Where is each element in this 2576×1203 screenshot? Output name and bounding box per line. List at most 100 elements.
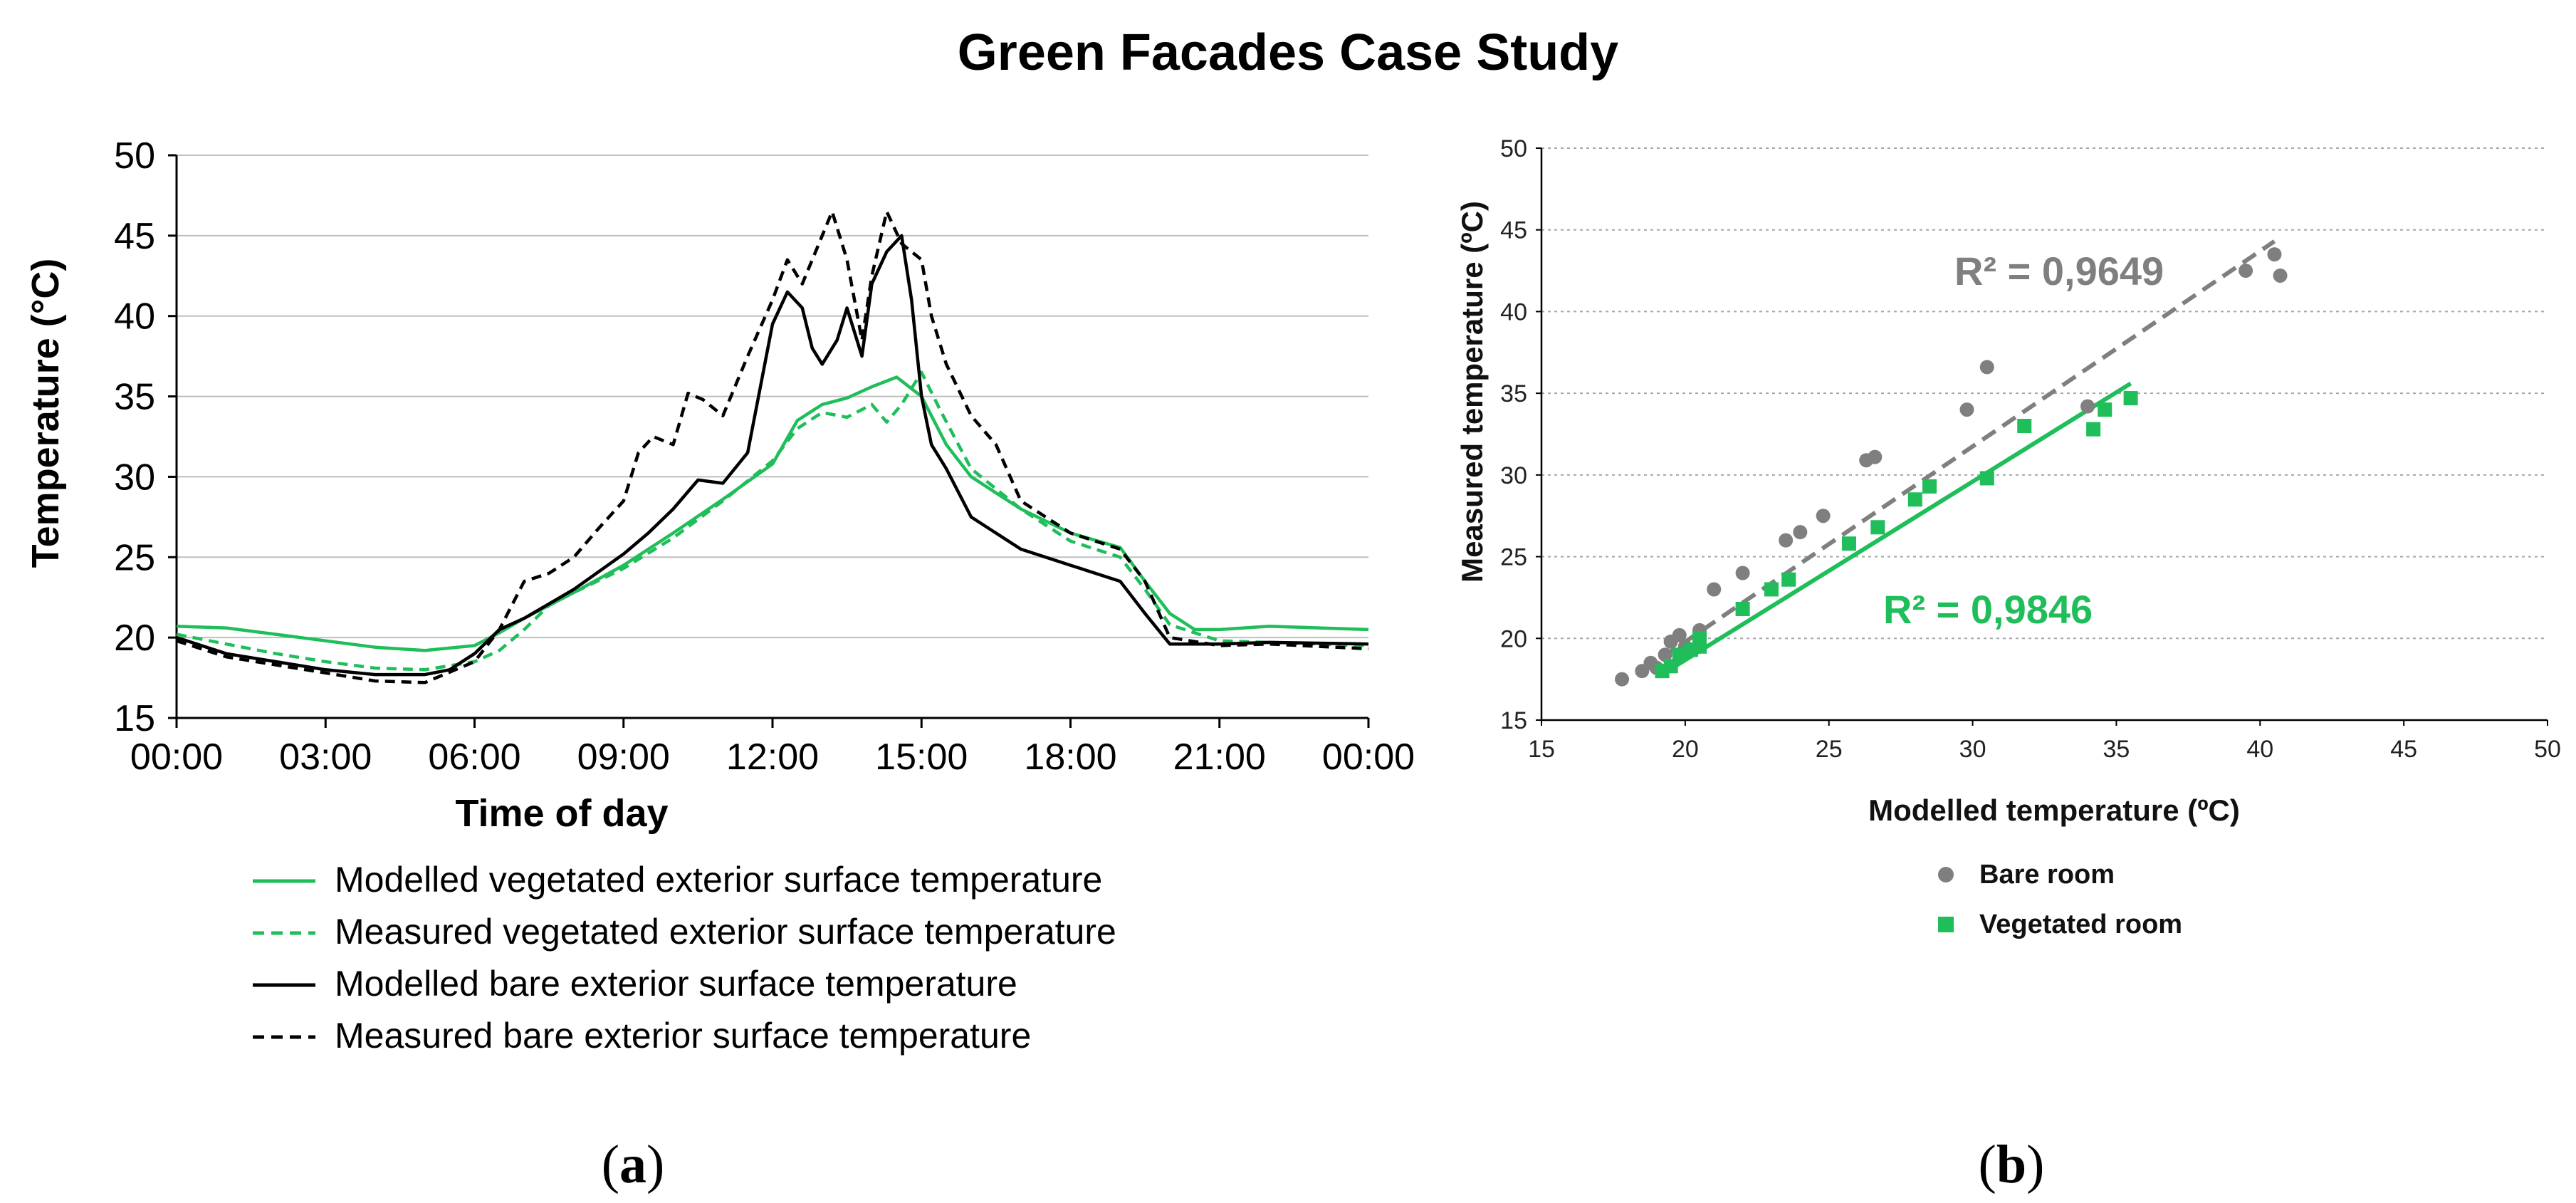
- chart-b-panel-label: (b): [1979, 1135, 2045, 1194]
- chart-b-point-bare: [1779, 533, 1794, 548]
- chart-b-point-bare: [1707, 582, 1722, 597]
- chart-b-point-vegetated: [1692, 631, 1707, 646]
- chart-b-point-vegetated: [2017, 419, 2032, 434]
- chart-b-point-bare: [1735, 566, 1750, 580]
- chart-b-point-bare: [2267, 247, 2282, 262]
- chart-b-point-bare: [1979, 360, 1994, 375]
- chart-a-y-tick-labels: 15 20 25 30 35 40 45 50: [114, 135, 155, 739]
- chart-b-xlabel: Modelled temperature (ºC): [1868, 793, 2240, 827]
- chart-a-x-tick-label: 00:00: [1322, 736, 1415, 778]
- chart-b-x-tick-label: 40: [2246, 736, 2273, 763]
- chart-b-point-bare: [2080, 399, 2095, 414]
- chart-b-trendline-bare-room: [1640, 239, 2276, 673]
- chart-b-x-tick-label: 30: [1959, 736, 1986, 763]
- chart-b-point-vegetated: [1672, 647, 1687, 662]
- chart-a-panel-letter: a: [619, 1135, 646, 1194]
- chart-b-point-bare: [1959, 402, 1974, 417]
- chart-a-x-tick-label: 12:00: [726, 736, 819, 778]
- chart-b-y-tick-label: 35: [1500, 380, 1527, 407]
- chart-a-x-tick-label: 03:00: [279, 736, 372, 778]
- chart-a-x-tick-label: 21:00: [1173, 736, 1266, 778]
- chart-b-y-tick-label: 20: [1500, 625, 1527, 652]
- chart-b-r2-vegetated: R² = 0,9846: [1883, 587, 2093, 632]
- chart-b-y-tick-label: 25: [1500, 544, 1527, 571]
- chart-a-legend: Modelled vegetated exterior surface temp…: [253, 860, 1116, 1056]
- chart-b-x-tick-label: 45: [2390, 736, 2417, 763]
- chart-b-point-vegetated: [1735, 601, 1750, 616]
- chart-a-y-tick-label: 20: [114, 618, 155, 659]
- chart-b-legend-label: Vegetated room: [1979, 910, 2182, 939]
- chart-a-series-modelled-bare-exterior-surface-temperature: [176, 234, 1369, 677]
- chart-b-trendline-vegetated-room: [1660, 381, 2132, 677]
- chart-b-y-tick-label: 40: [1500, 298, 1527, 326]
- chart-b-legend: Bare room Vegetated room: [1938, 860, 2182, 939]
- chart-b-axes: [1540, 148, 2548, 726]
- chart-a-x-tick-label: 00:00: [130, 736, 223, 778]
- chart-a-legend-label: Measured vegetated exterior surface temp…: [335, 912, 1116, 952]
- chart-b-x-tick-label: 20: [1672, 736, 1699, 763]
- chart-b-y-tick-label: 30: [1500, 462, 1527, 489]
- chart-b-y-tick-label: 50: [1500, 135, 1527, 162]
- chart-b-panel-letter: b: [1996, 1135, 2026, 1194]
- chart-b-x-tick-labels: 15 20 25 30 35 40 45 50: [1528, 736, 2561, 763]
- chart-a-series-modelled-vegetated-exterior-surface-temperature: [176, 375, 1369, 652]
- chart-b-point-bare: [1816, 509, 1831, 524]
- chart-a-series: [176, 209, 1369, 684]
- chart-b-gridlines: [1536, 147, 2548, 721]
- chart-b-point-vegetated: [2098, 402, 2112, 417]
- chart-a-legend-label: Modelled vegetated exterior surface temp…: [335, 860, 1102, 900]
- chart-b-x-tick-label: 35: [2103, 736, 2130, 763]
- chart-b-y-tick-label: 45: [1500, 217, 1527, 244]
- chart-a-y-tick-label: 30: [114, 457, 155, 498]
- chart-a-y-tick-label: 15: [114, 698, 155, 739]
- chart-a-y-tick-label: 35: [114, 377, 155, 418]
- chart-a-panel-label: (a): [602, 1135, 665, 1194]
- chart-b-point-vegetated: [1841, 536, 1856, 551]
- chart-b-point-bare: [1793, 525, 1808, 540]
- chart-a-y-tick-label: 40: [114, 296, 155, 338]
- chart-b-point-vegetated: [1781, 572, 1796, 587]
- chart-a-y-tick-label: 45: [114, 216, 155, 257]
- chart-b-point-vegetated: [2086, 422, 2101, 437]
- chart-b-point-vegetated: [1663, 659, 1678, 674]
- chart-a-x-tick-labels: 00:00 03:00 06:00 09:00 12:00 15:00 18:00 21:00…: [130, 736, 1415, 778]
- chart-a-ylabel: Temperature (°C): [24, 259, 67, 568]
- chart-b-r2-bare: R² = 0,9649: [1954, 249, 2164, 293]
- chart-b-x-tick-label: 25: [1816, 736, 1843, 763]
- chart-b-legend-label: Bare room: [1979, 860, 2115, 890]
- chart-a-x-tick-label: 18:00: [1024, 736, 1116, 778]
- chart-a-x-tick-label: 09:00: [577, 736, 670, 778]
- chart-a-legend-label: Modelled bare exterior surface temperatu…: [335, 964, 1017, 1004]
- chart-b-point-bare: [1868, 449, 1883, 464]
- chart-a-x-tick-label: 15:00: [875, 736, 968, 778]
- chart-b: 15 20 25 30 35 40 45 50 15 20 25 30 35 40 45 50 R² = 0…: [1455, 135, 2561, 1194]
- chart-b-point-vegetated: [1979, 471, 1994, 486]
- chart-b-y-tick-label: 15: [1500, 707, 1527, 734]
- chart-b-point-bare: [1672, 627, 1687, 642]
- chart-a-series-measured-bare-exterior-surface-temperature: [176, 209, 1369, 684]
- chart-a-gridlines: [168, 154, 1368, 719]
- chart-a-y-tick-label: 25: [114, 537, 155, 578]
- chart-b-x-tick-label: 15: [1528, 736, 1555, 763]
- chart-b-point-vegetated: [2123, 391, 2138, 406]
- chart-b-points: [1615, 247, 2288, 687]
- chart-b-point-bare: [2239, 264, 2253, 278]
- chart-a: 15 20 25 30 35 40 45 50 00:00 03:00 06:00 09:00 12:…: [24, 135, 1415, 1194]
- chart-b-point-bare: [1615, 672, 1630, 687]
- figure-title: Green Facades Case Study: [958, 24, 1618, 81]
- chart-a-axes: [175, 155, 1370, 728]
- chart-a-legend-label: Measured bare exterior surface temperatu…: [335, 1016, 1031, 1056]
- chart-b-point-vegetated: [1907, 492, 1922, 507]
- chart-b-x-tick-label: 50: [2534, 736, 2561, 763]
- chart-b-point-bare: [2273, 268, 2288, 283]
- chart-a-x-tick-label: 06:00: [428, 736, 520, 778]
- chart-b-legend-marker: [1938, 867, 1954, 882]
- chart-b-point-vegetated: [1922, 479, 1937, 494]
- chart-b-trendlines: [1640, 239, 2276, 677]
- chart-b-ylabel: Measured temperature (ºC): [1455, 201, 1489, 583]
- chart-b-y-tick-labels: 15 20 25 30 35 40 45 50: [1500, 135, 1527, 734]
- chart-a-y-tick-label: 50: [114, 135, 155, 177]
- chart-a-series-measured-vegetated-exterior-surface-temperature: [176, 370, 1369, 672]
- chart-b-point-bare: [1658, 647, 1672, 662]
